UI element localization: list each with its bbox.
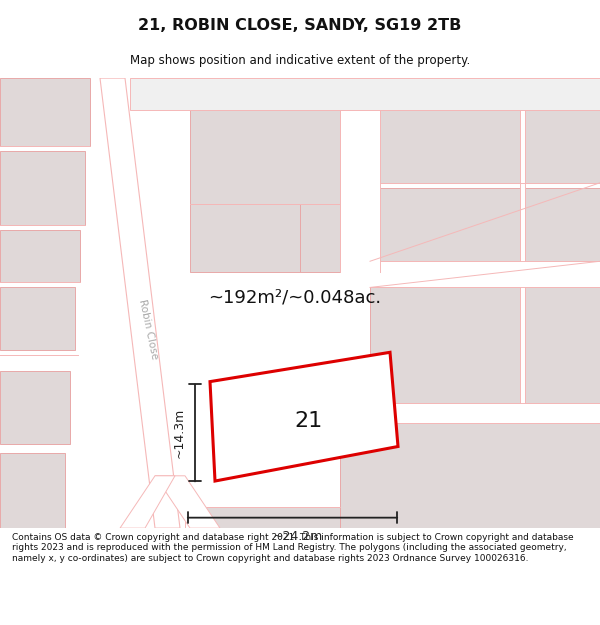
Polygon shape	[525, 109, 600, 182]
Text: Robin Close: Robin Close	[137, 298, 159, 360]
Polygon shape	[155, 476, 220, 528]
Text: ~14.3m: ~14.3m	[173, 408, 185, 458]
Text: ~24.2m: ~24.2m	[272, 530, 323, 543]
Polygon shape	[190, 109, 340, 204]
Polygon shape	[340, 424, 600, 528]
Polygon shape	[0, 78, 90, 146]
Polygon shape	[120, 476, 175, 528]
Polygon shape	[300, 204, 340, 272]
Polygon shape	[0, 288, 75, 350]
Text: 21, ROBIN CLOSE, SANDY, SG19 2TB: 21, ROBIN CLOSE, SANDY, SG19 2TB	[139, 18, 461, 32]
Text: Contains OS data © Crown copyright and database right 2021. This information is : Contains OS data © Crown copyright and d…	[12, 533, 574, 563]
Polygon shape	[195, 508, 340, 528]
Polygon shape	[0, 230, 80, 282]
Polygon shape	[210, 352, 398, 481]
Text: Map shows position and indicative extent of the property.: Map shows position and indicative extent…	[130, 54, 470, 68]
Polygon shape	[380, 188, 520, 261]
Polygon shape	[0, 371, 70, 444]
Polygon shape	[0, 452, 65, 528]
Text: ~192m²/~0.048ac.: ~192m²/~0.048ac.	[208, 289, 382, 307]
Polygon shape	[215, 366, 368, 466]
Polygon shape	[525, 188, 600, 261]
Text: 21: 21	[294, 411, 322, 431]
Polygon shape	[525, 288, 600, 402]
Polygon shape	[130, 78, 600, 109]
Polygon shape	[370, 288, 520, 402]
Polygon shape	[100, 78, 180, 528]
Polygon shape	[190, 204, 300, 272]
Polygon shape	[380, 109, 520, 182]
Polygon shape	[0, 151, 85, 224]
